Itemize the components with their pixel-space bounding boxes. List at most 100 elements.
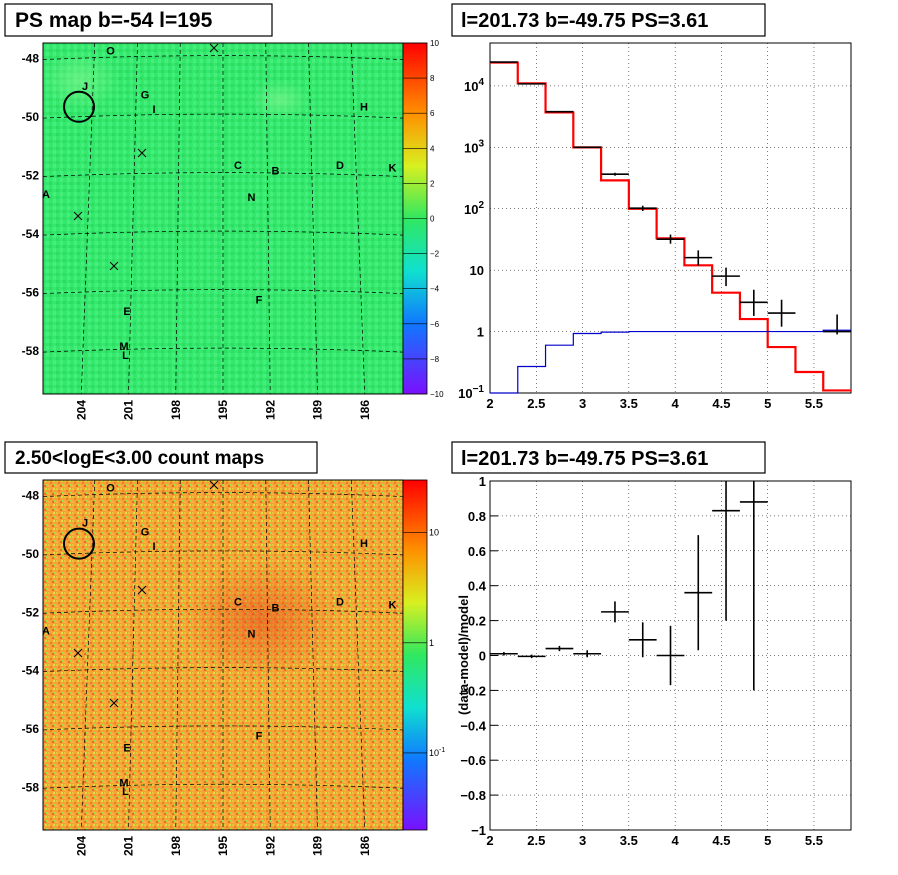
colorbar-tick-label: 4 bbox=[430, 144, 435, 153]
lon-label: 198 bbox=[169, 400, 183, 420]
y-tick-label: 104 bbox=[464, 77, 484, 94]
lon-label: 195 bbox=[216, 836, 230, 856]
x-tick-label: 4.5 bbox=[712, 396, 730, 411]
lon-grid-line bbox=[350, 42, 366, 395]
data-point bbox=[739, 289, 768, 316]
source-label-m: M bbox=[119, 341, 128, 353]
source-label-f: F bbox=[256, 294, 263, 306]
colorbar-tick-label: −2 bbox=[430, 250, 440, 259]
lon-grid-line bbox=[175, 479, 181, 831]
cross-marker bbox=[109, 261, 119, 271]
x-tick-label: 5.5 bbox=[805, 833, 823, 848]
residual-point bbox=[490, 652, 518, 656]
x-tick-label: 3 bbox=[579, 396, 586, 411]
lon-label: 201 bbox=[122, 836, 136, 856]
source-label-d: D bbox=[336, 160, 344, 172]
x-tick-label: 4 bbox=[672, 833, 680, 848]
lon-grid-line bbox=[308, 479, 318, 831]
x-tick-label: 2 bbox=[486, 396, 493, 411]
source-label-n: N bbox=[248, 192, 256, 204]
y-tick-label: 0.6 bbox=[468, 544, 486, 559]
residual-point bbox=[545, 645, 574, 652]
title-box-residual: l=201.73 b=-49.75 PS=3.61 bbox=[451, 441, 766, 474]
count-map-panel: -48 -50 -52 -54 -56 -58 204 201 198 195 192 189 186… bbox=[22, 479, 445, 856]
residual-title: l=201.73 b=-49.75 PS=3.61 bbox=[461, 448, 708, 470]
source-label-c: C bbox=[234, 596, 242, 608]
ps-map-lat-labels: -48 -50 -52 -54 -56 -58 bbox=[22, 52, 40, 359]
count-map-lon-labels: 204 201 198 195 192 189 186 bbox=[74, 836, 372, 856]
residual-point bbox=[601, 601, 629, 623]
source-label-b: B bbox=[272, 166, 280, 178]
residual-point bbox=[739, 481, 768, 691]
source-label-e: E bbox=[123, 742, 130, 754]
lon-label: 192 bbox=[263, 836, 277, 856]
source-label-j: J bbox=[82, 518, 88, 530]
lon-label: 186 bbox=[358, 400, 372, 420]
lat-label: -58 bbox=[22, 344, 40, 358]
source-label-a: A bbox=[42, 189, 50, 201]
lon-grid-line bbox=[128, 42, 138, 395]
x-tick-label: 2.5 bbox=[527, 833, 545, 848]
residual-ylabel: (data-model)/model bbox=[456, 595, 471, 715]
residual-point bbox=[517, 654, 546, 659]
lon-grid-line bbox=[128, 479, 138, 831]
source-label-l: L bbox=[122, 786, 129, 798]
selected-source-circle bbox=[63, 90, 95, 123]
data-point bbox=[628, 205, 657, 211]
lon-label: 198 bbox=[169, 836, 183, 856]
spectrum-axis-ticks: 2 2.5 3 3.5 4 4.5 5 5.5 10−1 1 10 102 103 104 bbox=[458, 77, 823, 411]
data-point bbox=[684, 250, 713, 266]
x-tick-label: 5 bbox=[764, 833, 771, 848]
cross-marker bbox=[209, 480, 219, 490]
cross-marker bbox=[137, 585, 147, 595]
source-label-o: O bbox=[106, 483, 115, 495]
y-tick-label: 0.2 bbox=[468, 614, 486, 629]
y-tick-label: 0.8 bbox=[468, 509, 486, 524]
y-tick-label: 10 bbox=[470, 263, 484, 278]
count-map-hot-region bbox=[182, 560, 342, 680]
count-map-colorbar bbox=[402, 479, 428, 831]
ps-map-bright-region-2 bbox=[250, 80, 310, 120]
data-point bbox=[767, 299, 796, 327]
lat-label: -58 bbox=[22, 780, 40, 794]
y-tick-label: −0.6 bbox=[460, 753, 486, 768]
y-tick-label: 1 bbox=[479, 474, 486, 489]
cross-marker bbox=[73, 648, 83, 658]
x-tick-label: 2 bbox=[486, 833, 493, 848]
lon-label: 189 bbox=[311, 400, 325, 420]
colorbar-tick-label: 10-1 bbox=[429, 747, 445, 758]
source-label-i: I bbox=[152, 541, 155, 553]
lat-label: -50 bbox=[22, 110, 40, 124]
source-label-a: A bbox=[42, 626, 50, 638]
source-label-d: D bbox=[336, 596, 344, 608]
source-label-o: O bbox=[106, 46, 115, 58]
spectrum-title: l=201.73 b=-49.75 PS=3.61 bbox=[461, 10, 708, 32]
y-tick-label: 103 bbox=[464, 138, 484, 155]
title-box-spectrum: l=201.73 b=-49.75 PS=3.61 bbox=[451, 3, 766, 37]
count-map-title: 2.50<logE<3.00 count maps bbox=[15, 448, 264, 469]
data-point bbox=[573, 146, 602, 149]
lon-label: 192 bbox=[263, 400, 277, 420]
residual-panel: 2 2.5 3 3.5 4 4.5 5 5.5 1 0.8 0.6 0.4 0.2 0 −0.2 −0.4 −0… bbox=[456, 474, 852, 848]
residual-point bbox=[656, 625, 685, 686]
lon-label: 195 bbox=[216, 400, 230, 420]
source-label-k: K bbox=[389, 163, 397, 175]
lon-label: 201 bbox=[122, 400, 136, 420]
lat-label: -48 bbox=[22, 489, 40, 503]
y-tick-label: 1 bbox=[477, 325, 484, 340]
lon-grid-line bbox=[265, 479, 271, 831]
ps-map-coordinate-grid bbox=[42, 42, 404, 395]
source-label-m: M bbox=[119, 777, 128, 789]
source-label-b: B bbox=[272, 602, 280, 614]
colorbar-tick-label: 8 bbox=[430, 74, 435, 83]
lon-grid-line bbox=[175, 42, 181, 395]
count-map-lat-labels: -48 -50 -52 -54 -56 -58 bbox=[22, 489, 40, 795]
colorbar-tick-label: −8 bbox=[430, 355, 440, 364]
residual-axis-ticks: 2 2.5 3 3.5 4 4.5 5 5.5 1 0.8 0.6 0.4 0.2 0 −0.2 −0.4 −0… bbox=[460, 474, 823, 848]
count-map-colorbar-ticks: 10 1 10-1 bbox=[403, 528, 445, 758]
x-tick-label: 4 bbox=[672, 396, 680, 411]
spectrum-panel: 2 2.5 3 3.5 4 4.5 5 5.5 10−1 1 10 102 103 104 bbox=[458, 42, 852, 411]
lat-label: -54 bbox=[22, 664, 40, 678]
colorbar-tick-label: −6 bbox=[430, 320, 440, 329]
